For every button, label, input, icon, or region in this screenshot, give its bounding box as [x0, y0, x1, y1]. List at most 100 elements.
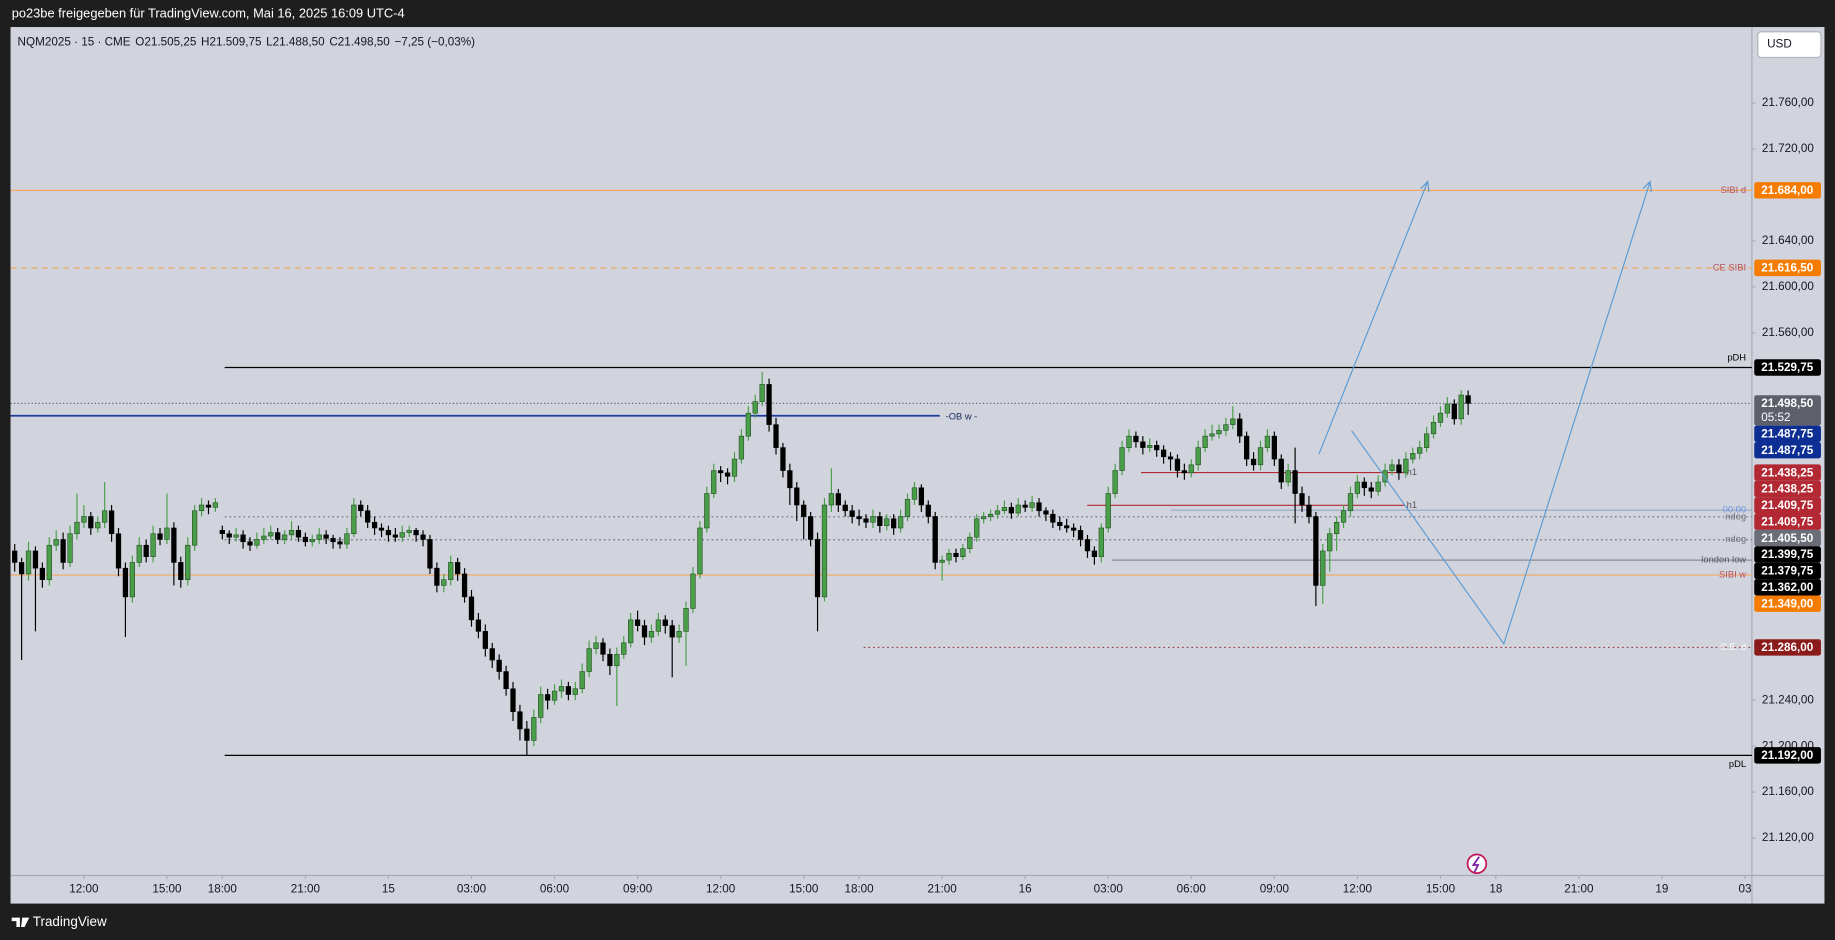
candle-body: [1361, 481, 1367, 489]
candle-body: [60, 539, 66, 563]
currency-button[interactable]: [1757, 31, 1822, 59]
candle-body: [295, 529, 302, 538]
price-tag: [1754, 497, 1821, 514]
price-tag-label: 21.286,00: [1761, 641, 1813, 654]
candle-body: [891, 518, 897, 529]
price-tag: [1754, 747, 1821, 764]
candle-body: [1140, 441, 1146, 448]
candle-body: [773, 424, 779, 448]
candle-body: [136, 544, 142, 563]
candle-body: [1029, 502, 1035, 508]
legend-high: H21.509,75: [201, 35, 262, 48]
price-tag-label: 21.349,00: [1761, 597, 1813, 610]
share-title: po23be freigegeben für TradingView.com, …: [12, 6, 405, 21]
candle-body: [67, 533, 73, 563]
candle-body: [669, 625, 675, 638]
x-tick-label: 06:00: [1177, 883, 1207, 896]
candle-body: [614, 654, 620, 667]
candle-body: [794, 487, 800, 506]
candle-body: [143, 544, 149, 557]
candle-body: [1202, 435, 1208, 448]
candle-body: [81, 516, 87, 523]
level-label: pDL: [1729, 759, 1746, 769]
candle-body: [1043, 510, 1049, 515]
legend-low: L21.488,50: [266, 35, 325, 48]
candle-body: [254, 539, 260, 546]
candle-body: [1188, 464, 1194, 474]
candle-body: [198, 504, 205, 512]
candle-body: [261, 535, 267, 540]
candle-body: [579, 671, 585, 690]
price-tag-label: 21.529,75: [1761, 361, 1813, 374]
candle-body: [621, 642, 627, 655]
price-tag: [1754, 579, 1821, 596]
candle-body: [448, 562, 454, 580]
candle-body: [738, 435, 745, 460]
candle-body: [323, 534, 329, 539]
candle-body: [337, 541, 343, 545]
alert-icon[interactable]: [1466, 853, 1488, 875]
candle-body: [406, 529, 412, 533]
candle-body: [1147, 445, 1153, 448]
x-tick-label: 18: [1489, 883, 1502, 896]
candle-body: [330, 538, 336, 543]
price-tag-label: 21.192,00: [1761, 749, 1813, 762]
candle-body: [365, 510, 371, 523]
candle-body: [309, 539, 315, 543]
candle-body: [524, 728, 530, 741]
y-tick-label: 21.160,00: [1762, 785, 1814, 798]
price-tag: [1754, 464, 1821, 481]
candle-body: [178, 562, 184, 580]
candle-body: [1237, 418, 1243, 437]
candle-body: [676, 631, 682, 638]
candle-body: [378, 527, 385, 531]
level-label: CE SIBI: [1713, 262, 1746, 272]
candle-body: [981, 516, 987, 520]
candle-body: [25, 550, 32, 575]
price-tag-label: 21.409,75: [1761, 499, 1813, 512]
candle-body: [1271, 435, 1277, 460]
candle-body: [1070, 527, 1077, 531]
candle-body: [1458, 394, 1464, 420]
candle-body: [1403, 458, 1409, 474]
candle-body: [1105, 493, 1111, 529]
candle-body: [600, 642, 606, 655]
candle-body: [1077, 529, 1084, 540]
candle-body: [1368, 487, 1374, 492]
candle-body: [302, 536, 309, 543]
candle-body: [461, 573, 468, 598]
candle-body: [690, 573, 696, 609]
legend-open: O21.505,25: [135, 35, 197, 48]
candle-body: [157, 533, 163, 540]
candle-body: [441, 579, 447, 586]
currency-label[interactable]: USD: [1767, 38, 1792, 51]
candle-body: [1133, 435, 1139, 443]
x-tick-label: 21:00: [928, 883, 958, 896]
candle-body: [558, 686, 565, 692]
price-tag: [1754, 359, 1821, 376]
candle-body: [946, 552, 952, 561]
candle-body: [427, 539, 433, 569]
candle-body: [475, 619, 482, 632]
level-label: london low: [1701, 555, 1746, 565]
candle-body: [233, 534, 239, 538]
arrow-head: [1642, 180, 1652, 193]
candle-body: [711, 470, 717, 494]
x-tick-label: 06:00: [540, 883, 570, 896]
x-tick-label: 15:00: [789, 883, 819, 896]
brand-logo: [11, 917, 30, 927]
candle-body: [1008, 507, 1014, 514]
candle-body: [88, 516, 94, 529]
x-tick-label: 15: [382, 883, 396, 896]
candle-body: [1195, 447, 1201, 466]
candle-body: [607, 654, 613, 667]
countdown: 05:52: [1761, 411, 1790, 424]
x-tick-label: 12:00: [1343, 883, 1373, 896]
candle-body: [344, 533, 350, 545]
brand-name: TradingView: [33, 914, 107, 929]
candle-body: [551, 690, 558, 701]
candle-body: [801, 504, 807, 517]
candle-body: [932, 516, 938, 563]
